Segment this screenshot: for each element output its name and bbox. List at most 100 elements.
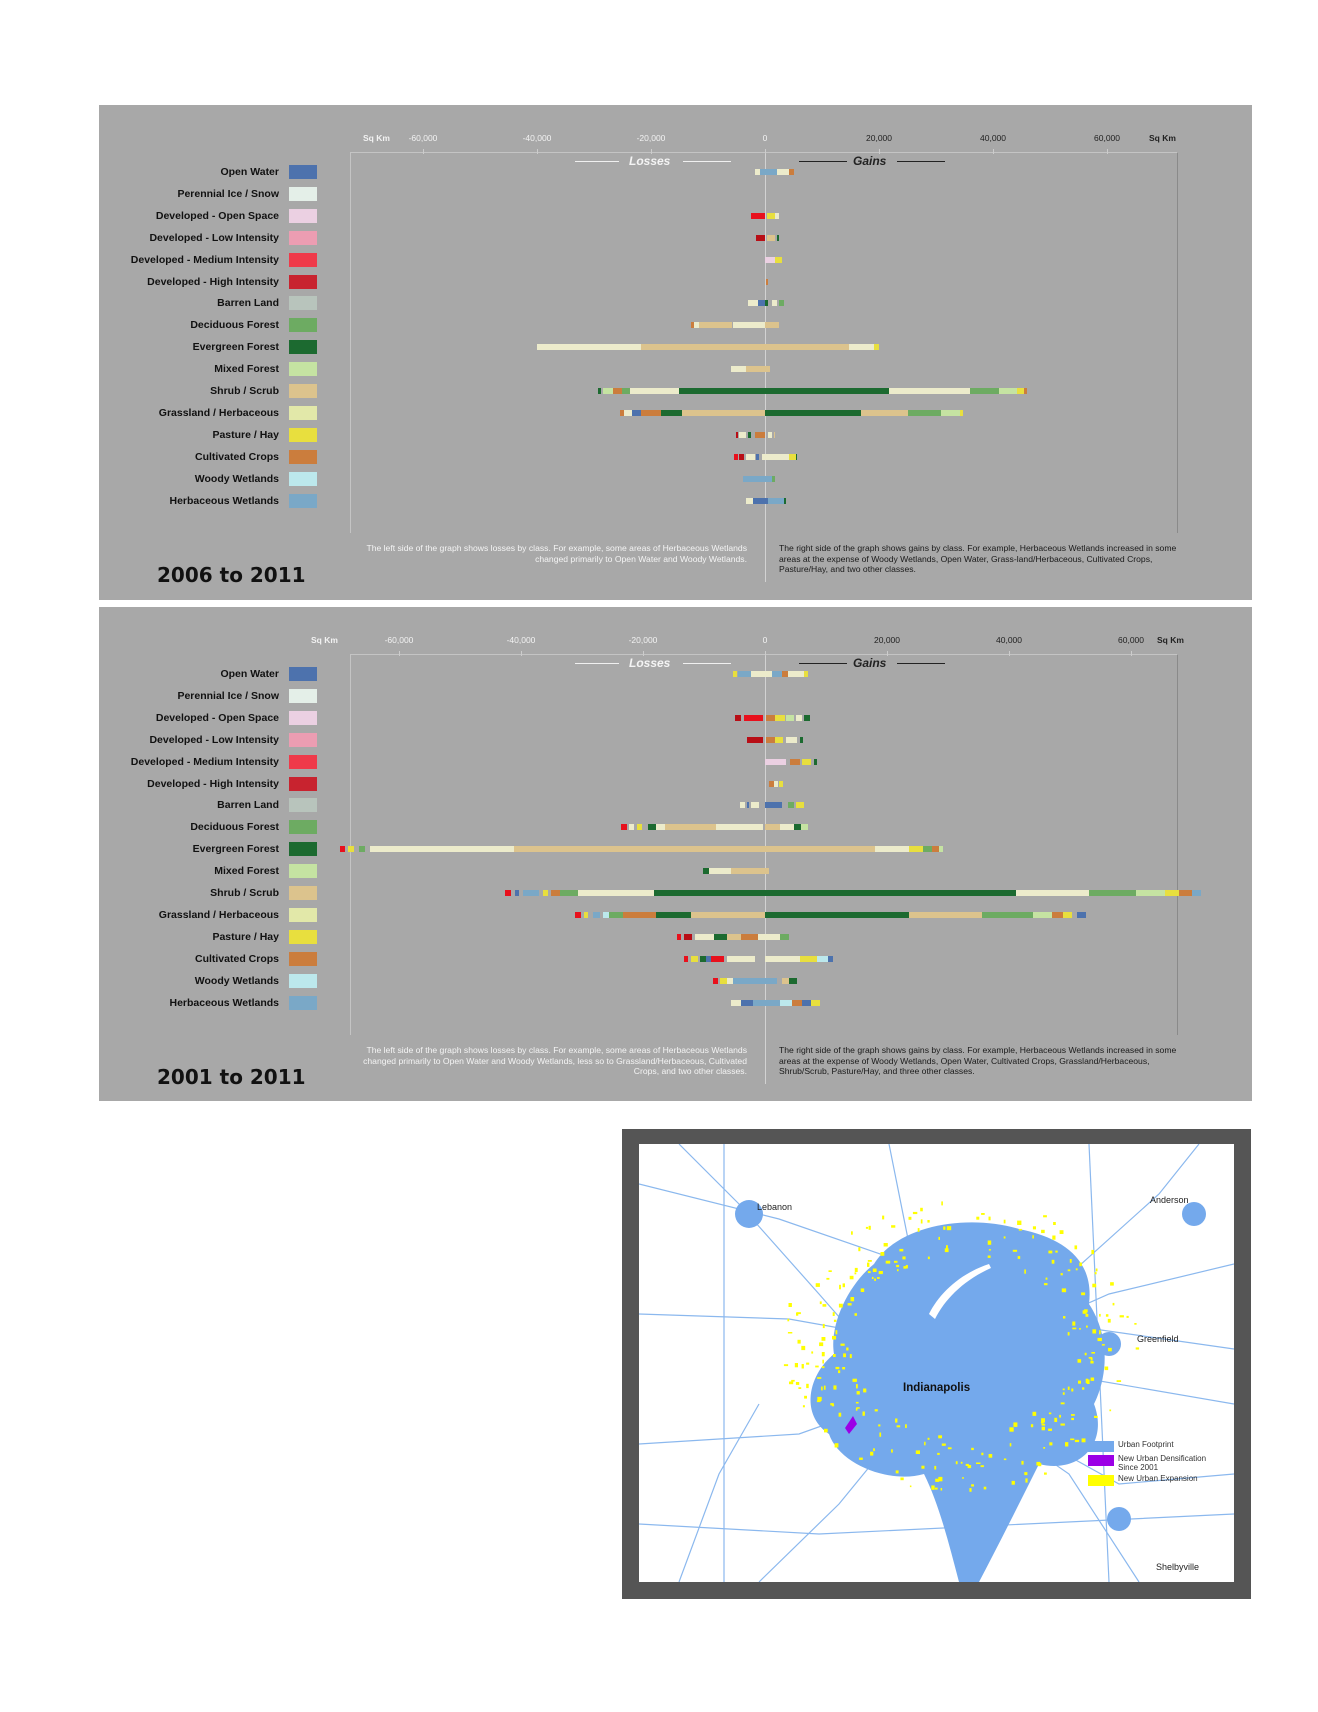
expansion-patch [824, 1428, 828, 1433]
bar-segment-grass [774, 780, 779, 787]
bar-segment-devhigh [756, 234, 765, 241]
expansion-patch [1060, 1402, 1065, 1405]
expansion-patch [822, 1359, 824, 1364]
expansion-patch [1094, 1272, 1097, 1275]
legend-label: Herbaceous Wetlands [169, 996, 279, 1009]
bar-segment-cult [788, 169, 795, 175]
expansion-patch [863, 1388, 867, 1393]
bar-segment-mixed [1136, 890, 1166, 896]
bar-segment-shrub [664, 824, 716, 831]
expansion-patch [788, 1303, 792, 1307]
expansion-patch [1003, 1219, 1006, 1224]
expansion-patch [838, 1412, 842, 1417]
expansion-patch [1081, 1438, 1086, 1443]
bar-segment-evergreen [795, 453, 798, 460]
expansion-patch [850, 1297, 855, 1302]
expansion-patch [1021, 1460, 1024, 1465]
bar-segment-devmed [683, 955, 689, 962]
expansion-patch [855, 1401, 859, 1404]
bar-segment-water [765, 802, 783, 809]
bar-segment-shrub [773, 431, 776, 438]
expansion-patch [1074, 1245, 1078, 1250]
legend-label: Perennial Ice / Snow [177, 187, 279, 200]
expansion-patch [838, 1303, 843, 1308]
expansion-patch [823, 1385, 826, 1390]
losses-caption: The left side of the graph shows losses … [366, 543, 747, 564]
expansion-patch [1081, 1292, 1086, 1296]
expansion-patch [862, 1411, 865, 1416]
expansion-patch [828, 1270, 832, 1272]
legend-swatch [289, 318, 317, 333]
bar-segment-decid [787, 802, 795, 809]
bar-segment-devmed [339, 846, 346, 853]
bar-segment-cult [550, 890, 561, 896]
bar-segment-grass [739, 431, 747, 438]
bar-segment-shrub [746, 366, 771, 373]
expansion-patch [859, 1457, 863, 1460]
expansion-patch [1055, 1250, 1058, 1253]
expansion-patch [1025, 1478, 1028, 1483]
bar-segment-evergreen [700, 955, 706, 962]
expansion-patch [879, 1432, 882, 1437]
legend-swatch [289, 776, 317, 791]
city-label-greenfield: Greenfield [1137, 1334, 1179, 1344]
expansion-patch [903, 1266, 907, 1269]
legend-swatch [1088, 1475, 1114, 1486]
bar-segment-water [753, 497, 769, 504]
expansion-patch [980, 1465, 984, 1468]
expansion-patch [798, 1387, 802, 1389]
expansion-patch [874, 1278, 876, 1281]
bar-segment-evergreen [747, 431, 752, 438]
bar-segment-shrub [766, 234, 776, 241]
expansion-patch [1043, 1215, 1047, 1218]
bar-segment-water [740, 999, 753, 1006]
bar-segment-pasture [775, 736, 783, 743]
legend-label: Deciduous Forest [190, 821, 279, 834]
legend-label: Barren Land [217, 297, 279, 310]
legend-swatch [289, 449, 317, 464]
bar-segment-herbw [738, 671, 751, 677]
legend-item-shrub: Shrub / Scrub [99, 886, 321, 900]
expansion-patch [920, 1219, 923, 1224]
bar-segment-cult [740, 933, 759, 940]
chart-title: 2006 to 2011 [157, 563, 306, 587]
legend-swatch [289, 340, 317, 355]
bar-segment-mixed [941, 409, 960, 416]
expansion-patch [920, 1207, 923, 1212]
expansion-patch [1095, 1268, 1098, 1272]
expansion-patch [1097, 1337, 1102, 1342]
expansion-patch [1104, 1366, 1109, 1371]
legend-swatch [289, 754, 317, 769]
expansion-patch [1053, 1222, 1056, 1225]
bar-segment-grass [776, 169, 789, 175]
bar-segment-decid [970, 388, 1000, 394]
lebanon-area [735, 1200, 763, 1228]
bar-segment-herbw [768, 497, 784, 504]
legend-item-mixed: Mixed Forest [99, 864, 321, 879]
legend-swatch [289, 165, 317, 179]
bar-segment-grass [765, 955, 800, 962]
expansion-patch [801, 1364, 804, 1369]
legend-swatch [289, 710, 317, 725]
expansion-patch [1018, 1228, 1022, 1231]
legend-item-devlow: Developed - Low Intensity [99, 230, 321, 245]
plot-area [350, 654, 1178, 1035]
expansion-patch [839, 1284, 841, 1290]
legend-label: New Urban Expansion [1118, 1474, 1198, 1483]
expansion-patch [1009, 1427, 1014, 1432]
legend-label: Shrub / Scrub [210, 887, 279, 899]
tick-mark [1009, 651, 1010, 656]
bar-segment-devmed [621, 824, 627, 831]
bar-segment-cult [613, 388, 622, 394]
expansion-patch [927, 1437, 930, 1440]
expansion-patch [909, 1485, 912, 1488]
expansion-patch [872, 1268, 877, 1272]
bar-segment-devmed [712, 977, 719, 984]
expansion-patch [1041, 1418, 1045, 1423]
legend-item-decid: Deciduous Forest [99, 820, 321, 835]
bar-segment-grass [726, 955, 755, 962]
bar-segment-grass [694, 322, 700, 329]
bar-segment-devhigh [747, 736, 764, 743]
bar-segment-evergreen [661, 409, 683, 416]
expansion-patch [854, 1313, 857, 1316]
